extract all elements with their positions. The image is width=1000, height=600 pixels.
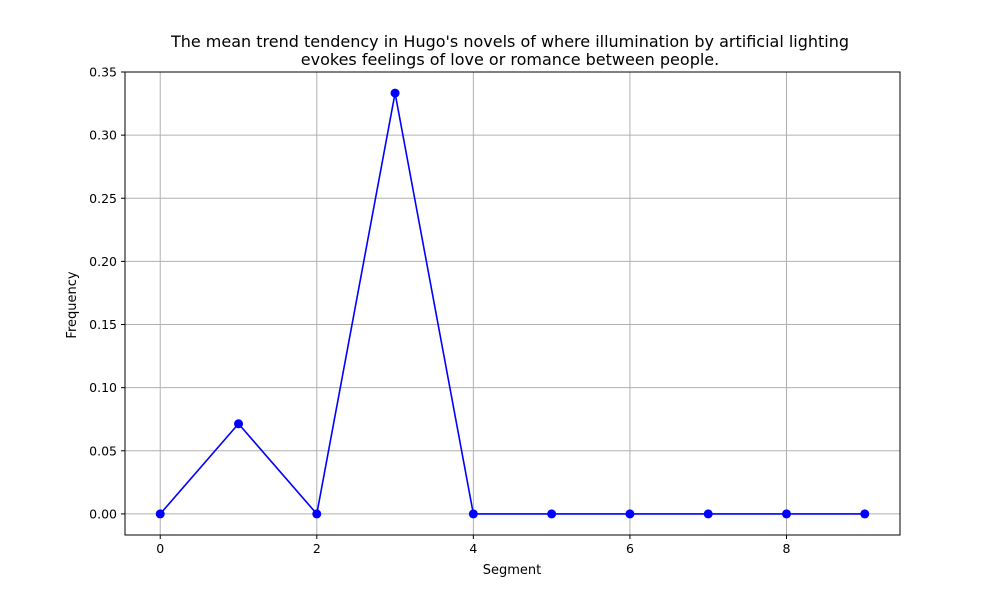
y-tick-label: 0.00 [89,506,117,521]
y-tick-label: 0.20 [89,254,117,269]
plot-area-frame [124,71,901,536]
data-point [390,88,400,98]
x-tick-label: 2 [313,541,321,556]
y-tick-label: 0.25 [89,191,117,206]
y-axis-label: Frequency [65,271,80,338]
series-line [159,92,865,515]
y-tick-label: 0.15 [89,317,117,332]
chart-title-line-2: evokes feelings of love or romance betwe… [301,50,719,69]
data-point [625,509,635,519]
y-axis-ticks: 0.00 0.05 0.10 0.15 0.20 0.25 0.30 0.35 [89,65,125,521]
data-point [860,509,870,519]
data-point [703,509,713,519]
y-tick-label: 0.35 [89,65,117,80]
x-axis-ticks: 0 2 4 6 8 [156,535,791,556]
x-tick-label: 6 [626,541,634,556]
data-point [468,509,478,519]
x-tick-label: 8 [783,541,791,556]
x-tick-label: 4 [469,541,477,556]
series-group [155,88,870,519]
data-point [312,509,322,519]
x-axis-label: Segment [483,563,542,578]
chart-title-line-1: The mean trend tendency in Hugo's novels… [170,32,849,51]
y-tick-label: 0.30 [89,128,117,143]
data-point [155,509,165,519]
y-tick-label: 0.10 [89,380,117,395]
y-tick-label: 0.05 [89,443,117,458]
x-tick-label: 0 [156,541,164,556]
data-point [547,509,557,519]
data-point [781,509,791,519]
data-point [234,419,244,429]
